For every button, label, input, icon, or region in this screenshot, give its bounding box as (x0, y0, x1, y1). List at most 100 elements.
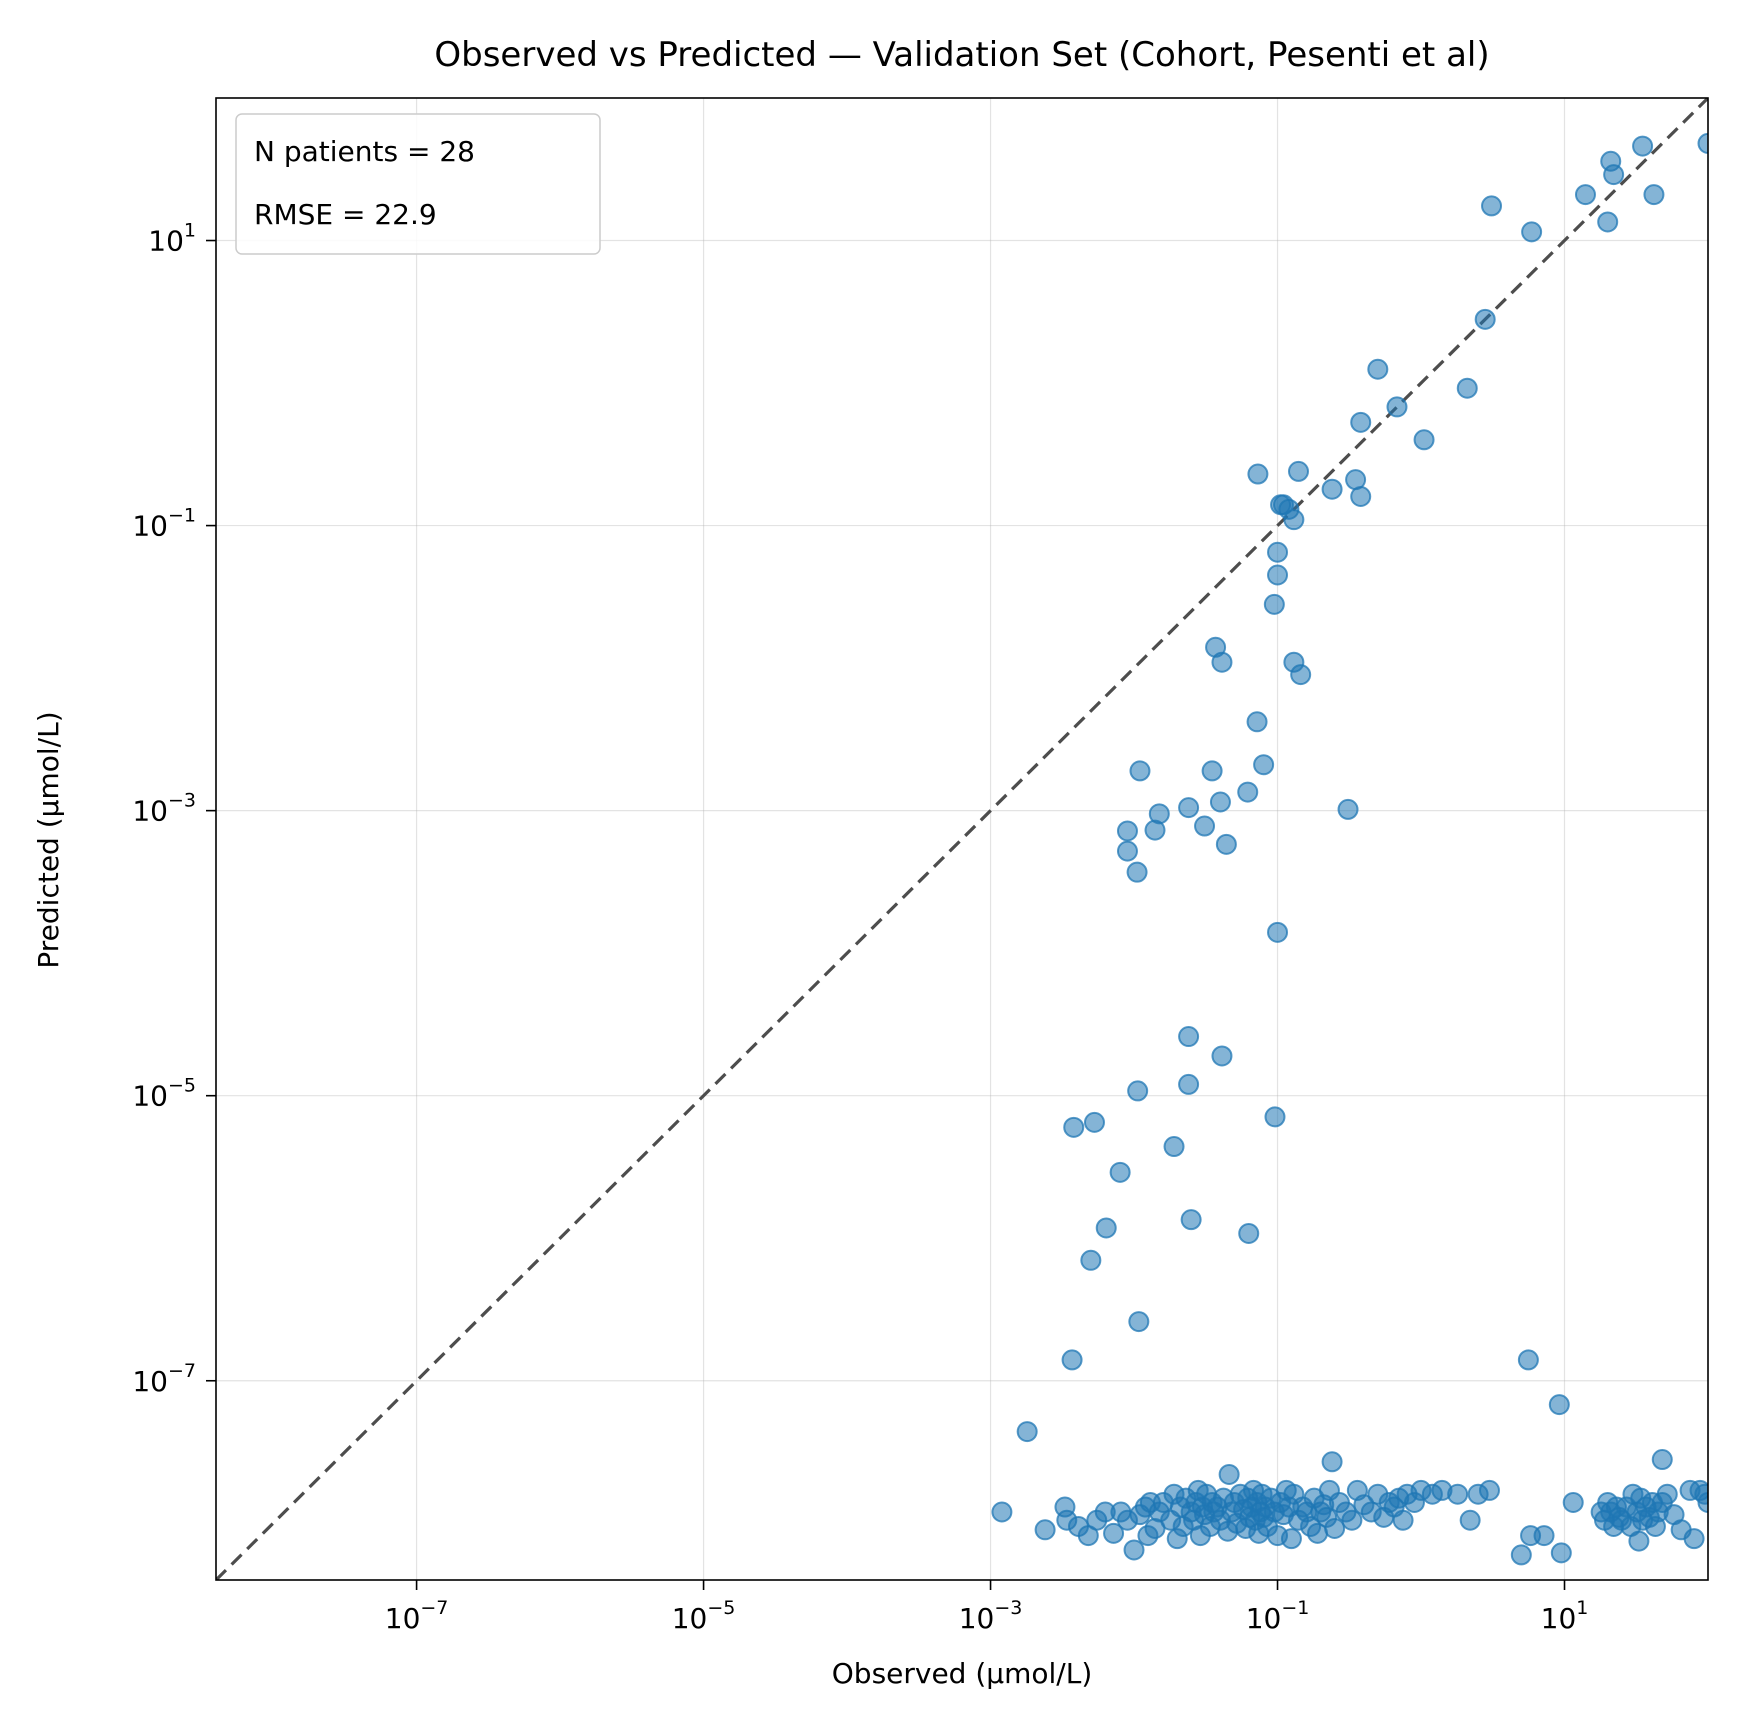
data-point (1290, 664, 1312, 686)
data-point (1080, 1249, 1102, 1271)
x-tick-label: 10−1 (1246, 1597, 1310, 1635)
data-point (1283, 509, 1305, 531)
data-point (1061, 1349, 1083, 1371)
data-point (1246, 711, 1268, 733)
data-point (1126, 861, 1148, 883)
data-point (1178, 797, 1200, 819)
data-point (1194, 815, 1216, 837)
data-point (1447, 1483, 1469, 1505)
data-point (1063, 1116, 1085, 1138)
data-point (1267, 541, 1289, 563)
data-point (1016, 1421, 1038, 1443)
y-tick-label: 10−3 (132, 790, 196, 828)
data-point (1237, 781, 1259, 803)
data-point (1521, 221, 1543, 243)
data-point (991, 1501, 1013, 1523)
data-point (1116, 840, 1138, 862)
data-point (1218, 1463, 1240, 1485)
data-point (1215, 833, 1237, 855)
data-point (1034, 1519, 1056, 1541)
data-point (1628, 1530, 1650, 1552)
data-point (1321, 1451, 1343, 1473)
data-point (1211, 1045, 1233, 1067)
data-point (1083, 1111, 1105, 1133)
data-point (1550, 1542, 1572, 1564)
data-point (1337, 798, 1359, 820)
data-point (1643, 184, 1665, 206)
data-point (1562, 1491, 1584, 1513)
data-point (1341, 1509, 1363, 1531)
grid-lines (216, 98, 1708, 1580)
data-point (1267, 921, 1289, 943)
legend-line-rmse: RMSE = 22.9 (254, 198, 437, 231)
y-axis-ticks: 10−7 10−5 10−3 10−1 101 (132, 220, 216, 1398)
x-tick-label: 10−3 (959, 1597, 1023, 1635)
x-tick-label: 10−5 (672, 1597, 736, 1635)
data-point (1656, 1483, 1678, 1505)
data-point (1103, 1522, 1125, 1544)
data-point (1116, 820, 1138, 842)
data-point (1574, 184, 1596, 206)
data-point (1287, 460, 1309, 482)
data-point (1180, 1209, 1202, 1231)
data-point (1144, 819, 1166, 841)
data-point (1597, 211, 1619, 233)
x-tick-label: 10−7 (385, 1597, 449, 1635)
data-point (1474, 308, 1496, 330)
data-point (1280, 1528, 1302, 1550)
data-point (1459, 1509, 1481, 1531)
data-point (1129, 760, 1151, 782)
data-point (1478, 1479, 1500, 1501)
data-point (1603, 164, 1625, 186)
data-point (1201, 760, 1223, 782)
data-point (1632, 135, 1654, 157)
data-point (1350, 411, 1372, 433)
data-point (1367, 358, 1389, 380)
data-point (1651, 1449, 1673, 1471)
data-point (1178, 1026, 1200, 1048)
legend-box (235, 113, 601, 255)
data-point (1263, 593, 1285, 615)
data-point (1253, 754, 1275, 776)
data-point (1109, 1161, 1131, 1183)
x-axis-label: Observed (µmol/L) (832, 1657, 1093, 1690)
data-point (1517, 1349, 1539, 1371)
data-points (991, 132, 1708, 1566)
data-point (1238, 1222, 1260, 1244)
data-point (1386, 396, 1408, 418)
data-point (1247, 463, 1269, 485)
data-point (1127, 1080, 1149, 1102)
data-point (1697, 1491, 1708, 1513)
data-point (1533, 1525, 1555, 1547)
y-tick-label: 10−5 (132, 1075, 196, 1113)
y-tick-label: 10−7 (132, 1360, 196, 1398)
data-point (1128, 1311, 1150, 1333)
data-point (1350, 485, 1372, 507)
data-point (1510, 1544, 1532, 1566)
y-tick-label: 10−1 (132, 505, 196, 543)
legend-line-patients: N patients = 28 (254, 135, 475, 168)
legend: N patients = 28 RMSE = 22.9 (235, 113, 601, 255)
data-point (1548, 1394, 1570, 1416)
data-point (1324, 1517, 1346, 1539)
data-point (1456, 377, 1478, 399)
data-point (1267, 564, 1289, 586)
data-point (1209, 791, 1231, 813)
data-point (1178, 1073, 1200, 1095)
data-point (1683, 1528, 1705, 1550)
y-tick-label: 101 (148, 220, 196, 258)
data-point (1392, 1509, 1414, 1531)
x-axis-ticks: 10−7 10−5 10−3 10−1 101 (385, 1580, 1589, 1635)
data-point (1095, 1217, 1117, 1239)
data-point (1163, 1136, 1185, 1158)
data-point (1697, 132, 1708, 154)
data-point (1211, 651, 1233, 673)
data-point (1123, 1539, 1145, 1561)
data-point (1481, 195, 1503, 217)
x-tick-label: 101 (1541, 1597, 1589, 1635)
data-point (1264, 1106, 1286, 1128)
y-axis-label: Predicted (µmol/L) (32, 711, 65, 968)
plot-frame (215, 97, 1709, 1581)
data-point (1413, 429, 1435, 451)
